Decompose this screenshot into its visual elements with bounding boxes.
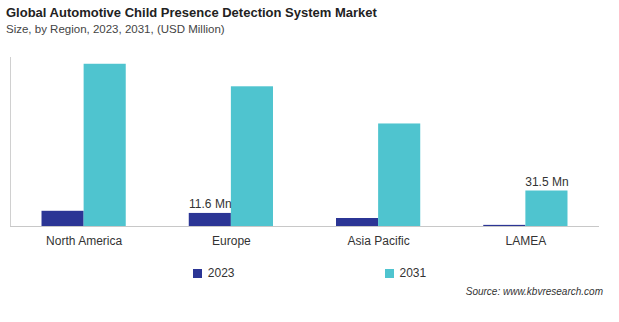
- svg-text:Asia Pacific: Asia Pacific: [348, 234, 410, 248]
- svg-text:Europe: Europe: [212, 234, 251, 248]
- svg-text:31.5 Mn: 31.5 Mn: [525, 175, 568, 189]
- html-text:2031: 2031: [399, 266, 427, 280]
- html-text:Source: www.kbvresearch.com: Source: www.kbvresearch.com: [465, 286, 603, 297]
- svg-text:11.6 Mn: 11.6 Mn: [189, 197, 231, 211]
- svg-text:North America: North America: [46, 234, 122, 248]
- svg-text:LAMEA: LAMEA: [506, 234, 547, 248]
- html-text:Size, by Region, 2023, 2031, (: Size, by Region, 2023, 2031, (USD Millio…: [6, 23, 225, 35]
- html-text:Global Automotive Child Presen: Global Automotive Child Presence Detecti…: [6, 5, 377, 20]
- html-text:2023: 2023: [207, 266, 235, 280]
